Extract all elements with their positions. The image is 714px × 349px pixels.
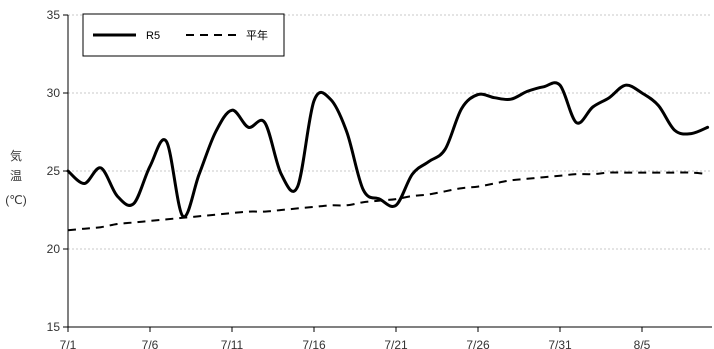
x-tick-label: 7/26 xyxy=(466,338,490,349)
y-tick-label: 35 xyxy=(47,8,61,22)
x-tick-label: 7/11 xyxy=(221,338,244,349)
y-tick-label: 25 xyxy=(47,164,61,178)
y-axis-label-part: (℃) xyxy=(5,193,26,207)
x-tick-label: 7/31 xyxy=(548,338,572,349)
series-lines xyxy=(66,81,710,232)
x-tick-label: 7/21 xyxy=(384,338,408,349)
y-axis-label: 気温 (℃) xyxy=(5,148,26,207)
y-axis-label-part: 気 xyxy=(10,148,22,163)
legend-label-normal: 平年 xyxy=(246,28,268,42)
x-tick-labels: 7/1 7/6 7/11 7/16 7/21 7/26 7/31 8/5 xyxy=(60,338,651,349)
y-tick-label: 15 xyxy=(47,320,61,334)
y-tick-label: 30 xyxy=(47,86,61,100)
y-tick-labels: 15 20 25 30 35 xyxy=(47,8,61,334)
x-tick-label: 7/16 xyxy=(302,338,326,349)
legend-label-r5: R5 xyxy=(146,30,160,42)
gridlines xyxy=(68,14,712,250)
series-line-r5 xyxy=(66,81,710,219)
legend: R5 平年 xyxy=(82,13,285,57)
y-tick-label: 20 xyxy=(47,242,61,256)
series-line-normal xyxy=(67,171,708,232)
y-axis-label-part: 温 xyxy=(10,169,22,183)
x-tick-label: 7/6 xyxy=(142,338,159,349)
x-tick-label: 7/1 xyxy=(60,338,77,349)
x-tick-label: 8/5 xyxy=(634,338,651,349)
axes xyxy=(63,14,712,332)
